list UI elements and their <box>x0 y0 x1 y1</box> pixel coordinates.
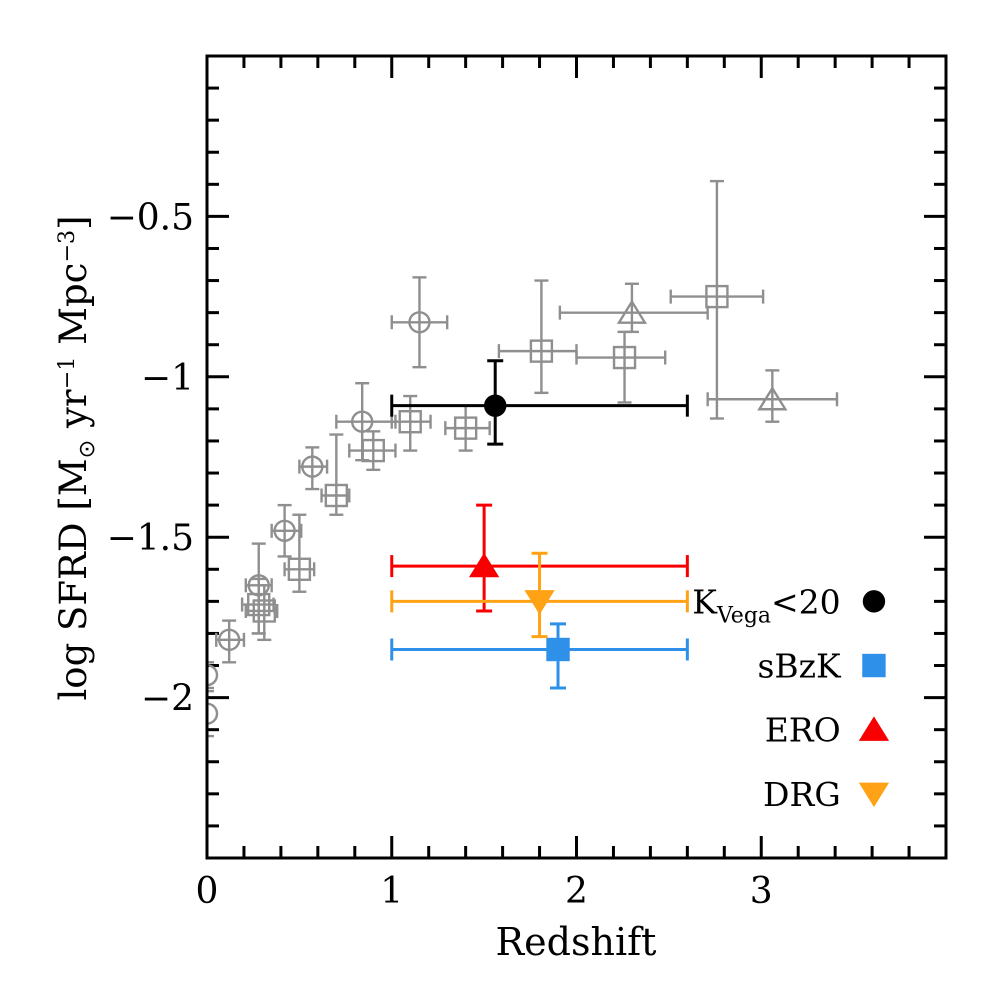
data-point-literature-squares-6 <box>444 404 491 452</box>
y-title-segment: ] <box>52 215 96 230</box>
y-title-superscript: −3 <box>53 229 80 263</box>
x-tick-label-3: 3 <box>750 871 773 912</box>
data-point-sBzK-0 <box>390 622 689 690</box>
marker-square-open <box>361 438 385 463</box>
tick-labels: 0 1 2 3 −0.5 −1 −1.5 −2 <box>107 197 773 912</box>
data-point-literature-squares-7 <box>497 279 578 395</box>
data-point-DRG-0 <box>390 551 689 639</box>
data-point-literature-squares-8 <box>575 330 667 404</box>
data-point-literature-circles-0 <box>207 661 219 690</box>
marker-circle-open <box>273 519 296 542</box>
data-point-literature-circles-5 <box>298 446 329 491</box>
y-title-segment: log SFRD [M <box>52 458 96 701</box>
series-K20 <box>390 359 689 446</box>
x-tick-label-0: 0 <box>196 871 219 912</box>
legend-entry-DRG: DRG <box>763 775 890 814</box>
data-point-literature-squares-9 <box>669 179 765 420</box>
marker-triangle-down-filled <box>524 590 555 615</box>
marker-triangle-up-filled <box>858 716 890 741</box>
legend-label-DRG: DRG <box>763 775 841 814</box>
data-layer <box>207 179 839 738</box>
data-point-literature-squares-3 <box>320 433 351 516</box>
marker-square-open <box>252 599 276 623</box>
data-point-literature-triangles-1 <box>706 369 839 423</box>
axis-ticks <box>205 56 946 858</box>
legend-entry-sBzK: sBzK <box>757 647 886 686</box>
x-axis-title: Redshift <box>495 920 657 964</box>
marker-square-open <box>398 410 422 434</box>
y-axis-title: log SFRD [M⊙ yr−1 Mpc−3] <box>52 215 100 700</box>
data-point-literature-squares-5 <box>390 394 432 452</box>
data-point-literature-squares-1 <box>244 584 279 642</box>
legend: KVega<20 sBzK ERO DRG <box>692 582 890 814</box>
legend-entry-K20: KVega<20 <box>692 582 886 628</box>
legend-label-ERO: ERO <box>765 711 841 750</box>
legend-entry-ERO: ERO <box>765 711 890 750</box>
marker-triangle-down-filled <box>858 782 890 808</box>
marker-triangle-up-filled <box>468 552 500 578</box>
y-tick-label-1: −1 <box>141 358 194 399</box>
y-title-superscript: −1 <box>53 356 80 390</box>
series-literature-triangles <box>558 282 839 423</box>
data-point-literature-circles-2 <box>215 619 246 664</box>
marker-circle-open <box>207 663 219 687</box>
marker-circle-open <box>408 311 431 334</box>
data-point-literature-triangles-0 <box>558 282 709 334</box>
data-point-literature-circles-4 <box>270 503 303 558</box>
legend-label-sBzK: sBzK <box>757 647 842 686</box>
sun-symbol: ⊙ <box>73 439 100 459</box>
data-point-literature-circles-6 <box>335 382 397 462</box>
y-tick-label-2: −1.5 <box>107 518 194 559</box>
data-point-literature-squares-2 <box>283 513 316 593</box>
series-DRG <box>390 551 689 639</box>
y-title-segment: Mpc <box>52 262 96 357</box>
series-literature-squares <box>240 179 765 642</box>
marker-circle-open <box>350 410 374 433</box>
marker-circle-filled <box>484 394 507 417</box>
marker-square-open <box>287 557 312 581</box>
marker-circle-filled <box>862 590 886 613</box>
data-point-K20-0 <box>390 359 689 446</box>
marker-circle-open <box>217 628 241 652</box>
data-point-literature-circles-7 <box>390 276 449 369</box>
y-title-segment: yr <box>52 389 96 440</box>
legend-label-K20: KVega<20 <box>692 582 840 628</box>
marker-square-filled <box>862 653 886 678</box>
data-point-literature-squares-4 <box>348 430 397 472</box>
series-sBzK <box>390 622 689 690</box>
data-point-literature-circles-1 <box>207 689 219 738</box>
marker-square-filled <box>546 637 570 662</box>
y-tick-label-3: −2 <box>141 679 194 720</box>
marker-square-open <box>324 483 349 508</box>
x-tick-label-2: 2 <box>565 871 588 912</box>
marker-circle-open <box>301 455 324 478</box>
series-literature-circles <box>207 276 449 738</box>
x-tick-label-1: 1 <box>380 871 403 912</box>
marker-square-open <box>612 345 637 370</box>
data-point-literature-squares-0 <box>240 577 275 635</box>
marker-triangle-up-open <box>616 299 648 324</box>
plot-frame <box>205 54 948 860</box>
marker-square-open <box>529 339 554 363</box>
marker-square-open <box>247 592 271 617</box>
marker-circle-open <box>207 702 219 725</box>
marker-triangle-up-open <box>757 385 788 411</box>
marker-square-open <box>705 284 729 309</box>
marker-square-open <box>453 416 478 440</box>
y-tick-label-0: −0.5 <box>107 197 194 238</box>
